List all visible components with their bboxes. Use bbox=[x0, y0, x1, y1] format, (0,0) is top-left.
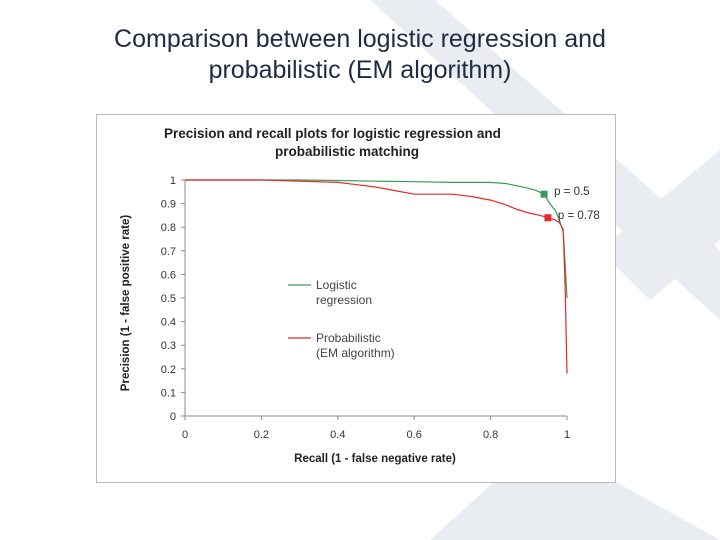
slide-title: Comparison between logistic regression a… bbox=[0, 24, 720, 86]
legend-label-1-line-1: Logistic bbox=[316, 278, 357, 292]
y-tick-label: 0.6 bbox=[161, 269, 176, 281]
background-chevron-bottom bbox=[430, 440, 720, 540]
chart-title-line-1: Precision and recall plots for logistic … bbox=[164, 126, 501, 141]
y-axis-title: Precision (1 - false positive rate) bbox=[120, 215, 132, 392]
x-axis-title: Recall (1 - false negative rate) bbox=[294, 453, 456, 465]
series-line-probabilistic bbox=[185, 179, 568, 374]
threshold-markers: p = 0.5 p = 0.78 bbox=[540, 186, 600, 222]
x-tick-label: 0.8 bbox=[483, 429, 498, 441]
series-line-logistic bbox=[185, 179, 568, 299]
y-tick-label: 0.1 bbox=[161, 387, 176, 399]
x-tick-label: 0 bbox=[182, 429, 188, 441]
y-tick-label: 0.4 bbox=[161, 317, 176, 329]
legend-label-1-line-2: regression bbox=[316, 293, 372, 307]
chart-panel: Precision and recall plots for logistic … bbox=[96, 114, 616, 483]
y-tick-label: 0.3 bbox=[161, 340, 176, 352]
axes bbox=[181, 179, 568, 420]
background-chevron-lower bbox=[600, 150, 720, 300]
threshold-marker-1 bbox=[540, 190, 548, 198]
x-tick-label: 0.2 bbox=[254, 429, 269, 441]
y-tick-label: 0.5 bbox=[161, 293, 176, 305]
slide-title-line-2: probabilistic (EM algorithm) bbox=[208, 56, 512, 84]
y-tick-label: 0.2 bbox=[161, 364, 176, 376]
threshold-label-2: p = 0.78 bbox=[558, 210, 600, 222]
tick-labels: 0 0.1 0.2 0.3 0.4 0.5 0.6 0.7 0.8 0.9 1 0 0.2 0.4 0.6 0… bbox=[161, 175, 570, 441]
x-tick-label: 0.6 bbox=[407, 429, 422, 441]
threshold-marker-2 bbox=[544, 214, 552, 222]
y-tick-label: 0.8 bbox=[161, 222, 176, 234]
series-lines bbox=[185, 179, 568, 374]
legend-label-2-line-1: Probabilistic bbox=[316, 331, 381, 345]
x-tick-label: 0.4 bbox=[330, 429, 345, 441]
precision-recall-chart: Precision and recall plots for logistic … bbox=[120, 126, 600, 465]
y-tick-label: 0 bbox=[170, 411, 176, 423]
slide-title-line-1: Comparison between logistic regression a… bbox=[114, 25, 606, 53]
y-tick-label: 1 bbox=[170, 175, 176, 187]
threshold-label-1: p = 0.5 bbox=[554, 186, 590, 198]
y-tick-label: 0.7 bbox=[161, 246, 176, 258]
chart-title-line-2: probabilistic matching bbox=[275, 144, 419, 159]
x-tick-label: 1 bbox=[564, 429, 570, 441]
y-tick-label: 0.9 bbox=[161, 199, 176, 211]
legend-label-2-line-2: (EM algorithm) bbox=[316, 346, 395, 360]
